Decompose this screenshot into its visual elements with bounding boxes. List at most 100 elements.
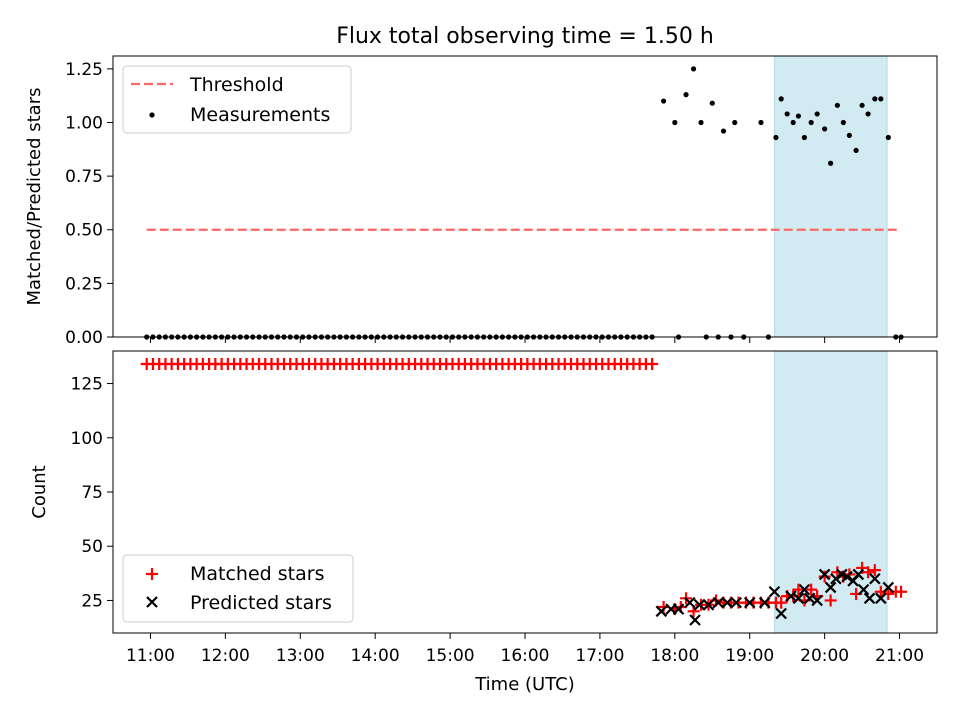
x-tick-label: 12:00	[201, 646, 250, 666]
measurement-point	[859, 102, 865, 108]
predicted-star-point	[852, 568, 865, 581]
measurement-point	[878, 96, 884, 102]
measurement-point	[709, 100, 715, 106]
y-tick-label: 50	[81, 537, 103, 557]
measurement-point	[865, 111, 871, 117]
bottom-axes-frame	[112, 350, 938, 634]
matched-legend-label: Matched stars	[190, 563, 324, 585]
matched-star-point	[775, 596, 788, 609]
matched-constant-layer	[140, 358, 659, 371]
matched-star-point	[895, 585, 908, 598]
measurement-point	[790, 119, 796, 126]
y-tick-label: 0.75	[65, 167, 103, 187]
predicted-star-point	[830, 572, 842, 585]
y-tick-label: 75	[81, 483, 103, 503]
measurement-point	[698, 119, 704, 126]
matched-star-point	[646, 358, 659, 371]
measurement-point	[822, 126, 828, 132]
y-tick-label: 0.00	[65, 328, 103, 348]
y-tick-label: 1.00	[65, 113, 103, 133]
matched-legend-swatch	[146, 568, 158, 580]
top-x-ticks	[149, 337, 901, 343]
threshold-legend-label: Threshold	[189, 74, 284, 96]
predicted-star-point	[824, 581, 837, 594]
predicted-star-point	[811, 594, 823, 607]
bottom-legend-box	[122, 554, 354, 623]
x-tick-label: 21:00	[875, 646, 924, 666]
y-tick-label: 25	[81, 591, 103, 611]
predicted-star-point	[672, 603, 685, 615]
matched-star-point	[805, 583, 818, 596]
measurement-point	[773, 134, 779, 141]
y-tick-label: 0.25	[65, 274, 103, 294]
measurement-point	[690, 66, 697, 72]
predicted-star-point	[655, 605, 668, 618]
predicted-star-point	[857, 583, 870, 596]
measurement-point	[732, 119, 738, 126]
measurement-point	[885, 134, 891, 141]
predicted-star-point	[775, 607, 787, 620]
predicted-star-point	[818, 568, 831, 581]
bottom-axes: 25 50 75 100 125 11:00 12:00 13:00 14:00 15:00 16…	[29, 350, 938, 695]
bottom-y-axis-label: Count	[29, 465, 50, 518]
top-legend: Threshold Measurements	[122, 65, 352, 134]
measurement-point	[795, 113, 802, 119]
predicted-star-point	[689, 614, 701, 626]
top-axes-frame	[112, 55, 938, 338]
predicted-star-point	[702, 599, 715, 611]
y-tick-label: 100	[71, 429, 103, 449]
predicted-star-point	[743, 596, 756, 609]
top-y-axis-label: Matched/Predicted stars	[24, 88, 45, 306]
predicted-star-point	[684, 596, 696, 609]
measurement-point	[784, 111, 790, 117]
matched-star-point	[868, 564, 881, 577]
predicted-star-point	[841, 570, 853, 583]
bottom-y-ticks: 25 50 75 100 125	[71, 375, 113, 611]
measurement-point	[853, 147, 859, 153]
measurement-point	[801, 134, 808, 141]
predicted-star-point	[730, 596, 743, 609]
measurement-point	[840, 119, 846, 126]
measurement-point	[834, 102, 840, 108]
measurements-legend-label: Measurements	[190, 104, 330, 126]
predicted-legend-label: Predicted stars	[190, 592, 332, 614]
measurement-point	[808, 119, 814, 126]
x-tick-label: 13:00	[276, 646, 325, 666]
predicted-star-point	[721, 596, 734, 609]
predicted-star-point	[712, 596, 725, 609]
measurement-point	[720, 128, 727, 134]
predicted-star-point	[875, 592, 887, 605]
predicted-legend-swatch	[146, 596, 158, 608]
x-tick-label: 19:00	[725, 646, 774, 666]
bottom-legend: Matched stars Predicted stars	[122, 554, 354, 623]
matched-star-point	[862, 566, 875, 579]
measurement-point	[778, 96, 784, 102]
y-tick-label: 1.25	[65, 60, 103, 80]
measurement-point	[758, 119, 764, 126]
matched-star-point	[818, 570, 831, 583]
predicted-star-point	[863, 592, 876, 605]
measurement-point	[846, 132, 852, 138]
predicted-star-point	[869, 572, 881, 585]
x-tick-label: 11:00	[126, 646, 175, 666]
top-axes: 0.00 0.25 0.50 0.75 1.00 1.25 Matched/Predict…	[24, 55, 938, 348]
y-tick-label: 125	[71, 375, 103, 395]
predicted-star-point	[768, 586, 781, 598]
y-tick-label: 0.50	[65, 221, 103, 241]
predicted-star-point	[798, 583, 811, 596]
chart-title: Flux total observing time = 1.50 h	[336, 24, 714, 49]
bottom-x-ticks: 11:00 12:00 13:00 14:00 15:00 16:00 17:00 18:00…	[126, 633, 924, 666]
x-tick-label: 18:00	[650, 646, 699, 666]
predicted-star-point	[882, 581, 895, 594]
top-highlight-span	[774, 55, 888, 338]
x-tick-label: 15:00	[426, 646, 475, 666]
x-tick-label: 20:00	[800, 646, 849, 666]
x-tick-label: 14:00	[351, 646, 400, 666]
predicted-star-point	[758, 596, 771, 609]
matched-star-point	[824, 594, 837, 607]
x-tick-label: 16:00	[501, 646, 550, 666]
measurement-point	[828, 160, 834, 166]
matched-star-point	[792, 583, 805, 596]
top-y-ticks: 0.00 0.25 0.50 0.75 1.00 1.25	[65, 60, 113, 348]
